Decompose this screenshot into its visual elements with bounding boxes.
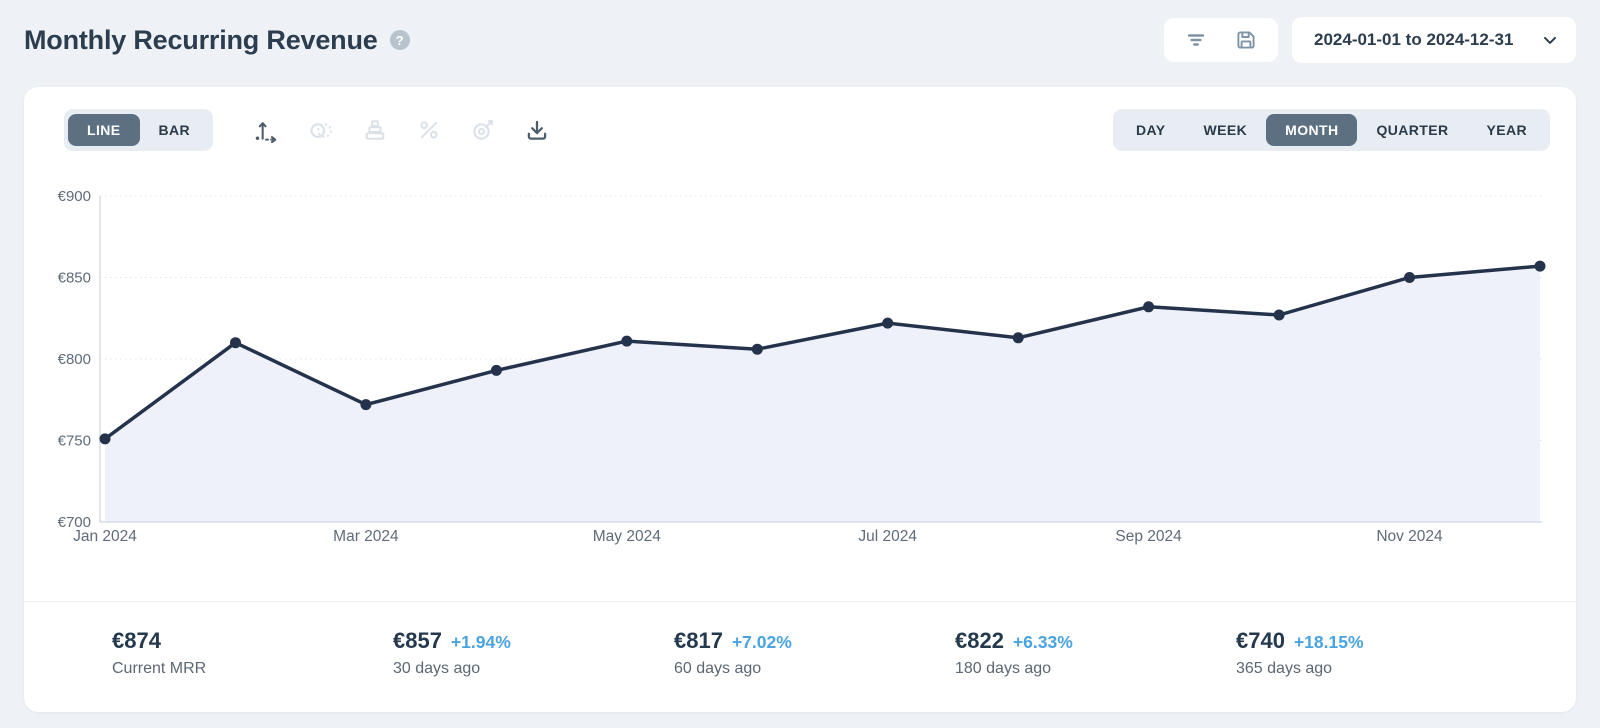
stat-label: 30 days ago (393, 660, 481, 677)
stat-delta: +7.02% (731, 632, 792, 652)
granularity-option-month[interactable]: MONTH (1266, 114, 1358, 146)
save-icon (1237, 31, 1255, 49)
download-icon[interactable] (523, 117, 550, 144)
help-icon[interactable]: ? (389, 30, 410, 50)
x-tick-label: Jul 2024 (858, 528, 917, 545)
stat-delta: +18.15% (1293, 632, 1364, 652)
y-tick-label: €800 (58, 351, 91, 368)
data-point[interactable] (621, 335, 633, 347)
granularity-option-day[interactable]: DAY (1117, 114, 1184, 146)
stat-value: €740 (1236, 628, 1285, 653)
x-tick-label: May 2024 (593, 528, 661, 545)
save-button[interactable] (1224, 20, 1268, 60)
stat-label: 60 days ago (674, 660, 762, 677)
divider (24, 601, 1576, 602)
stat-label: Current MRR (112, 660, 207, 677)
filter-icon (1187, 34, 1205, 46)
data-point[interactable] (1534, 260, 1546, 272)
stat-label: 365 days ago (1236, 660, 1333, 677)
stat-card: €857 +1.94% 30 days ago (393, 628, 674, 678)
stat-card: €740 +18.15% 365 days ago (1236, 628, 1517, 678)
granularity-option-week[interactable]: WEEK (1185, 114, 1267, 146)
y-tick-label: €850 (58, 270, 91, 287)
forecast-icon (307, 117, 334, 144)
stat-card: €817 +7.02% 60 days ago (674, 628, 955, 678)
stat-card: €822 +6.33% 180 days ago (955, 628, 1236, 678)
topbar: Monthly Recurring Revenue ? (0, 0, 1600, 66)
series-line (103, 264, 1542, 441)
granularity-option-quarter[interactable]: QUARTER (1357, 114, 1467, 146)
stats-row: €874 Current MRR €857 +1.94% 30 days ago… (24, 602, 1576, 678)
date-range-select[interactable]: 2024-01-01 to 2024-12-31 (1292, 17, 1576, 63)
stacked-cake-icon (361, 117, 388, 144)
axis-scale-icon[interactable] (253, 117, 280, 144)
stat-delta: +1.94% (450, 632, 511, 652)
stat-value: €857 (393, 628, 442, 653)
data-point[interactable] (1012, 332, 1024, 344)
chart-card: LINE BAR (24, 87, 1576, 712)
stat-label: 180 days ago (955, 660, 1052, 677)
data-point[interactable] (751, 343, 763, 355)
data-point[interactable] (99, 433, 111, 445)
filter-button[interactable] (1174, 20, 1218, 60)
data-point[interactable] (1273, 309, 1285, 321)
header-actions (1164, 18, 1278, 62)
y-tick-label: €900 (58, 188, 91, 205)
x-tick-label: Sep 2024 (1115, 528, 1182, 545)
data-point[interactable] (1404, 272, 1415, 283)
y-tick-label: €750 (58, 433, 91, 450)
date-range-value: 2024-01-01 to 2024-12-31 (1314, 30, 1514, 49)
stat-value: €874 (112, 628, 161, 653)
chart-type-toggle: LINE BAR (64, 109, 214, 151)
chart-toolbar: LINE BAR (24, 87, 1576, 151)
mrr-line-chart[interactable]: €700 €750 €800 €850 €900 Jan 2024 Mar 2024 May … (24, 172, 1576, 557)
stat-value: €817 (674, 628, 723, 653)
x-tick-label: Mar 2024 (333, 528, 399, 545)
stat-delta: +6.33% (1012, 632, 1073, 652)
data-point[interactable] (230, 337, 241, 349)
y-tick-label: €700 (58, 514, 91, 531)
stat-card: €874 Current MRR (112, 628, 393, 678)
area-fill (105, 266, 1540, 522)
chart-type-option-line[interactable]: LINE (68, 114, 140, 146)
chart-type-option-bar[interactable]: BAR (140, 114, 210, 146)
x-tick-label: Jan 2024 (73, 528, 137, 545)
goal-target-icon (469, 117, 496, 144)
data-point[interactable] (1143, 301, 1155, 313)
data-point[interactable] (490, 364, 502, 376)
data-point[interactable] (360, 399, 372, 411)
data-point[interactable] (882, 317, 894, 329)
granularity-option-year[interactable]: YEAR (1468, 114, 1547, 146)
stat-value: €822 (955, 628, 1004, 653)
granularity-toggle: DAY WEEK MONTH QUARTER YEAR (1113, 109, 1550, 151)
percent-icon (415, 117, 442, 144)
x-tick-label: Nov 2024 (1376, 528, 1443, 545)
chevron-down-icon (1544, 36, 1556, 44)
page-title: Monthly Recurring Revenue (24, 24, 378, 55)
tool-icons (253, 117, 550, 144)
